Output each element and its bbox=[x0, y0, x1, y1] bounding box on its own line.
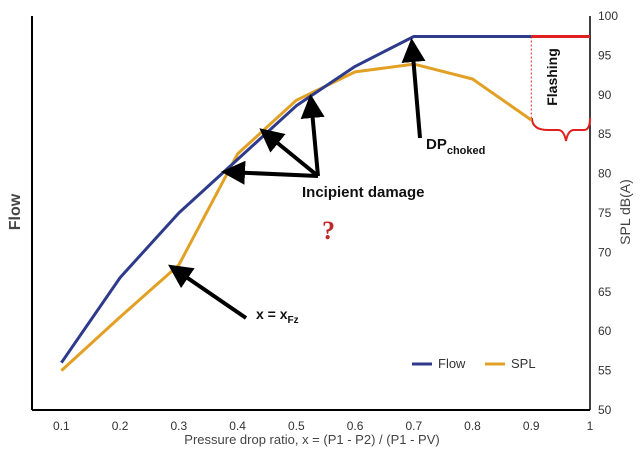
x-tick-label: 1 bbox=[587, 419, 594, 433]
dp-choked-label: DPchoked bbox=[426, 136, 485, 157]
x-tick-label: 0.2 bbox=[112, 419, 129, 433]
y-right-tick-label: 95 bbox=[598, 48, 612, 62]
y-right-tick-labels: 50 55 60 65 70 75 80 85 90 95 100 bbox=[598, 9, 618, 417]
y-right-tick-label: 70 bbox=[598, 245, 612, 259]
x-tick-label: 0.7 bbox=[405, 419, 422, 433]
x-tick-label: 0.1 bbox=[53, 419, 70, 433]
x-tick-label: 0.9 bbox=[523, 419, 540, 433]
flow-series-line bbox=[60, 35, 532, 364]
y-right-tick-label: 90 bbox=[598, 88, 612, 102]
y-right-tick-label: 60 bbox=[598, 324, 612, 338]
y-right-tick-label: 75 bbox=[598, 206, 612, 220]
flashing-label: Flashing bbox=[544, 48, 560, 106]
y-right-tick-label: 85 bbox=[598, 127, 612, 141]
x-tick-label: 0.4 bbox=[229, 419, 246, 433]
question-mark: ? bbox=[322, 216, 335, 245]
y-right-tick-label: 65 bbox=[598, 285, 612, 299]
y-right-tick-label: 100 bbox=[598, 9, 618, 23]
arrow-dp-choked bbox=[401, 38, 426, 139]
x-tick-labels: 0.1 0.2 0.3 0.4 0.5 0.6 0.7 0.8 0.9 1 bbox=[53, 419, 594, 433]
legend: Flow SPL bbox=[412, 356, 536, 371]
legend-spl-label: SPL bbox=[511, 356, 536, 371]
y-right-tick-label: 80 bbox=[598, 167, 612, 181]
x-axis-title: Pressure drop ratio, x = (P1 - P2) / (P1… bbox=[184, 432, 439, 447]
x-tick-label: 0.5 bbox=[288, 419, 305, 433]
xfz-label: x = xFz bbox=[256, 306, 299, 326]
flashing-brace bbox=[531, 117, 591, 142]
arrow-incipient-2 bbox=[259, 128, 320, 178]
y-right-axis-title: SPL dB(A) bbox=[617, 179, 633, 245]
arrow-incipient-3 bbox=[300, 94, 325, 177]
y-right-tick-label: 55 bbox=[598, 364, 612, 378]
arrow-xfz bbox=[168, 264, 248, 320]
x-tick-label: 0.8 bbox=[464, 419, 481, 433]
incipient-damage-label: Incipient damage bbox=[302, 184, 425, 201]
arrow-incipient-1 bbox=[221, 160, 319, 185]
legend-flow-label: Flow bbox=[438, 356, 466, 371]
spl-series-line bbox=[60, 62, 533, 372]
y-right-tick-label: 50 bbox=[598, 403, 612, 417]
x-tick-label: 0.3 bbox=[170, 419, 187, 433]
y-left-axis-title: Flow bbox=[7, 193, 24, 230]
x-tick-label: 0.6 bbox=[347, 419, 364, 433]
